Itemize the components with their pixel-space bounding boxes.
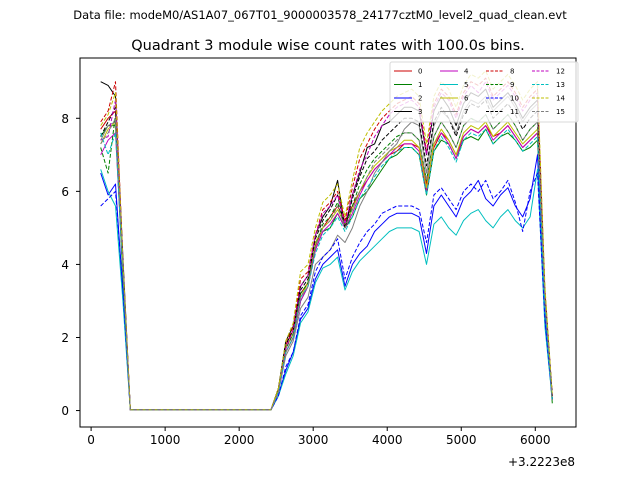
x-tick-label: 0 bbox=[87, 433, 95, 447]
x-tick-label: 5000 bbox=[446, 433, 477, 447]
legend-label-0: 0 bbox=[418, 68, 422, 76]
legend-label-9: 9 bbox=[510, 81, 514, 89]
legend-label-15: 15 bbox=[556, 108, 565, 116]
legend-label-6: 6 bbox=[464, 95, 469, 103]
series-line-2 bbox=[100, 154, 553, 411]
legend-box bbox=[389, 61, 579, 123]
series-line-4 bbox=[100, 125, 553, 411]
series-line-11 bbox=[100, 99, 553, 411]
series-line-10 bbox=[100, 172, 553, 411]
y-tick-label: 8 bbox=[61, 112, 69, 126]
legend-label-8: 8 bbox=[510, 68, 514, 76]
y-axis: 0 2 4 6 8 bbox=[61, 112, 80, 418]
y-tick-label: 6 bbox=[61, 185, 69, 199]
x-tick-label: 1000 bbox=[150, 433, 181, 447]
legend-label-14: 14 bbox=[556, 95, 565, 103]
series-line-9 bbox=[100, 114, 553, 411]
y-tick-label: 4 bbox=[61, 258, 69, 272]
x-axis: 0 1000 2000 3000 4000 5000 6000 bbox=[87, 427, 551, 447]
legend-label-11: 11 bbox=[510, 108, 519, 116]
x-tick-label: 2000 bbox=[224, 433, 255, 447]
x-tick-label: 3000 bbox=[298, 433, 329, 447]
legend-label-1: 1 bbox=[418, 81, 422, 89]
legend-label-12: 12 bbox=[556, 68, 565, 76]
data-file-label: Data file: modeM0/AS1A07_067T01_90000035… bbox=[73, 8, 567, 22]
y-tick-label: 2 bbox=[61, 331, 69, 345]
legend-label-3: 3 bbox=[418, 108, 422, 116]
series-line-13 bbox=[100, 128, 553, 411]
y-tick-label: 0 bbox=[61, 404, 69, 418]
x-tick-label: 4000 bbox=[372, 433, 403, 447]
x-tick-label: 6000 bbox=[520, 433, 551, 447]
series-line-1 bbox=[100, 125, 553, 411]
axes-frame bbox=[79, 57, 577, 428]
legend-label-7: 7 bbox=[464, 108, 468, 116]
series-line-8 bbox=[100, 77, 553, 411]
series-line-15 bbox=[100, 114, 553, 411]
legend-label-4: 4 bbox=[464, 68, 469, 76]
legend-label-10: 10 bbox=[510, 95, 519, 103]
legend-label-13: 13 bbox=[556, 81, 565, 89]
legend-label-5: 5 bbox=[464, 81, 468, 89]
legend-label-2: 2 bbox=[418, 95, 422, 103]
chart-title: Quadrant 3 module wise count rates with … bbox=[131, 38, 525, 54]
x-offset-label: +3.2223e8 bbox=[508, 455, 575, 469]
